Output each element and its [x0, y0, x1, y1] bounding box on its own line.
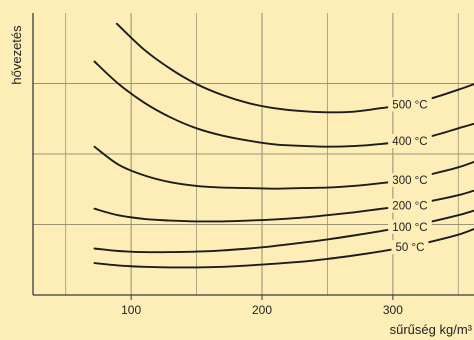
x-tick-labels: 100 200 300: [121, 295, 403, 317]
grid: [33, 13, 474, 295]
axes: [32, 13, 474, 296]
series-label: 300 °C: [392, 175, 427, 187]
series-label-background: [388, 134, 432, 149]
series-500c: 500 °C: [115, 22, 474, 114]
series-label-background: [388, 97, 432, 112]
x-tick-label: 200: [252, 303, 272, 317]
series-label-background: [388, 198, 432, 213]
series-label: 50 °C: [396, 242, 425, 254]
series-label-background: [388, 172, 432, 187]
y-axis-label: hővezetés: [9, 25, 24, 85]
series-group: 500 °C 400 °C 300 °C 200 °C 100 °C 50 °C: [93, 22, 474, 269]
series-label: 100 °C: [392, 222, 427, 234]
x-tick-label: 100: [121, 303, 141, 317]
series-label: 400 °C: [392, 136, 427, 148]
series-label: 200 °C: [392, 201, 427, 213]
series-200c: 200 °C: [93, 189, 474, 223]
series-label-background: [388, 219, 432, 234]
series-label: 500 °C: [392, 99, 427, 111]
series-100c: 100 °C: [93, 209, 474, 254]
x-axis-label: sűrűség kg/m³: [390, 322, 473, 337]
x-tick-label: 300: [383, 303, 403, 317]
series-50c: 50 °C: [93, 228, 474, 269]
series-300c: 300 °C: [93, 145, 474, 190]
series-400c: 400 °C: [93, 60, 474, 149]
series-label-background: [391, 240, 429, 255]
